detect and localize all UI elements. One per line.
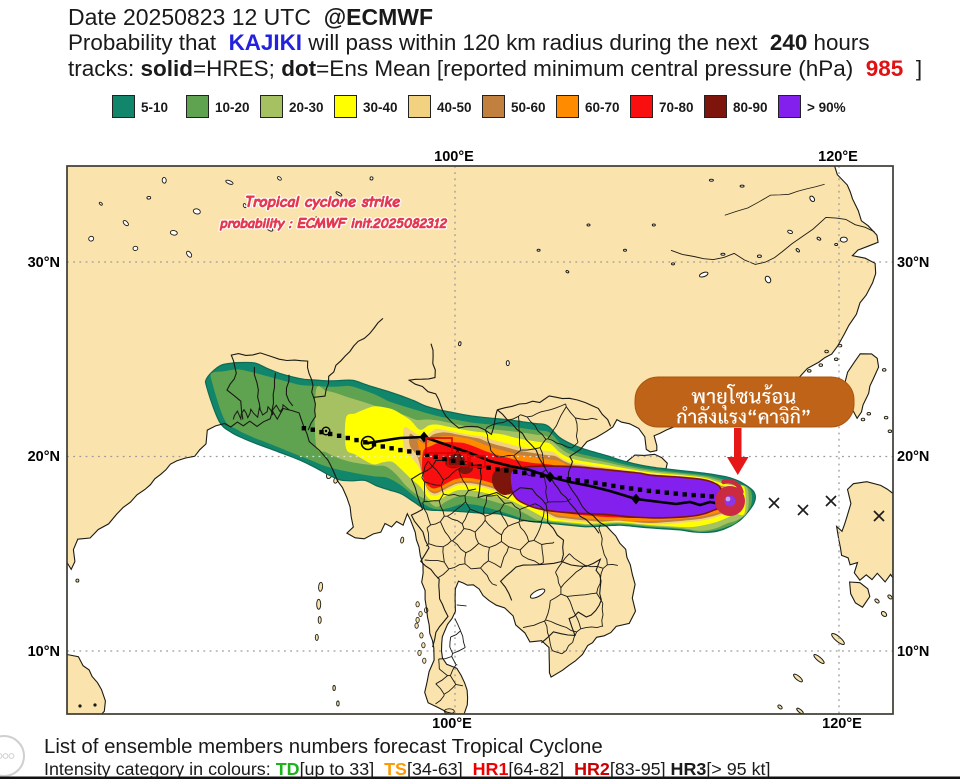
svg-text:10°N: 10°N — [897, 644, 929, 660]
svg-text:100°E: 100°E — [434, 149, 474, 165]
svg-text:30°N: 30°N — [28, 255, 60, 271]
svg-text:120°E: 120°E — [822, 716, 862, 732]
svg-text:30°N: 30°N — [897, 255, 929, 271]
svg-text:20°N: 20°N — [897, 449, 929, 465]
svg-text:20°N: 20°N — [28, 449, 60, 465]
svg-text:10°N: 10°N — [28, 644, 60, 660]
svg-text:100°E: 100°E — [432, 716, 472, 732]
svg-text:120°E: 120°E — [818, 149, 858, 165]
